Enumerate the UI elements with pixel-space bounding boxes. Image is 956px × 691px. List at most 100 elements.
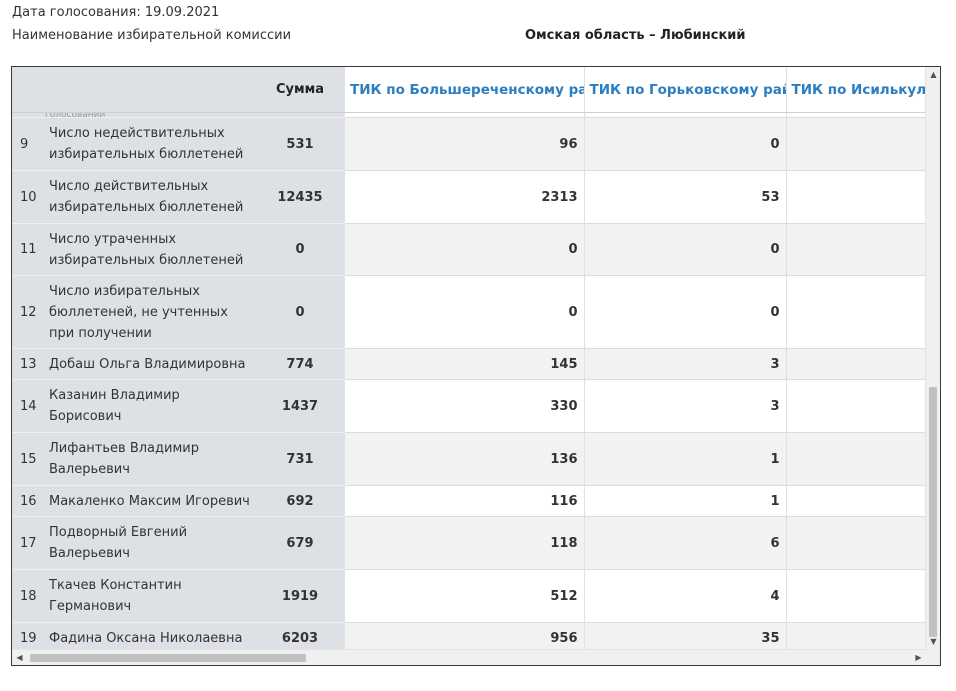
table-row: 14 Казанин Владимир Борисович 1437 330 3 [12, 379, 926, 433]
row-value-isilkulsky [786, 485, 926, 517]
row-value-isilkulsky [786, 117, 926, 171]
row-value-gorkovsky: 0 [584, 275, 787, 349]
header-label-cell [45, 67, 255, 113]
voting-date: Дата голосования: 19.09.2021 [12, 5, 220, 20]
header-sum: Сумма [255, 67, 345, 113]
row-value-isilkulsky [786, 432, 926, 486]
row-value-gorkovsky: 4 [584, 569, 787, 623]
row-num: 11 [12, 223, 45, 276]
row-value-bolsherechensky: 136 [345, 432, 585, 486]
row-value-isilkulsky [786, 275, 926, 349]
results-table-frame: Сумма ТИК по Большереченскому району ТИК… [11, 66, 941, 666]
table-body: голосовании 9 Число недействительных изби… [12, 112, 926, 649]
row-sum: 679 [255, 516, 345, 570]
row-label: Добаш Ольга Владимировна [45, 348, 255, 380]
row-label: голосовании [45, 112, 255, 118]
scroll-left-arrow-icon[interactable]: ◀ [16, 653, 23, 662]
table-header-row: Сумма ТИК по Большереченскому району ТИК… [12, 67, 926, 113]
row-sum: 0 [255, 275, 345, 349]
table-row: 9 Число недействительных избирательных бю… [12, 117, 926, 171]
row-value [584, 112, 787, 118]
row-value-bolsherechensky: 145 [345, 348, 585, 380]
row-num: 16 [12, 485, 45, 517]
row-sum: 1919 [255, 569, 345, 623]
row-value-bolsherechensky: 330 [345, 379, 585, 433]
horizontal-scrollbar[interactable]: ◀ ▶ [12, 649, 940, 665]
row-num: 15 [12, 432, 45, 486]
row-label: Казанин Владимир Борисович [45, 379, 255, 433]
row-value-isilkulsky [786, 223, 926, 276]
row-value-isilkulsky [786, 170, 926, 224]
horizontal-scroll-thumb[interactable] [30, 654, 306, 662]
row-label: Число утраченных избирательных бюллетене… [45, 223, 255, 276]
header-tik-isilkulsky[interactable]: ТИК по Исилькульскому району [786, 67, 926, 113]
row-sum: 12435 [255, 170, 345, 224]
row-value-gorkovsky: 53 [584, 170, 787, 224]
row-value [786, 112, 926, 118]
row-num: 17 [12, 516, 45, 570]
table-row: 19 Фадина Оксана Николаевна 6203 956 35 [12, 622, 926, 649]
row-label: Фадина Оксана Николаевна [45, 622, 255, 649]
table-row: 17 Подворный Евгений Валерьевич 679 118 6 [12, 516, 926, 570]
row-value-bolsherechensky: 96 [345, 117, 585, 171]
row-value-bolsherechensky: 956 [345, 622, 585, 649]
header-tik-gorkovsky[interactable]: ТИК по Горьковскому району [584, 67, 787, 113]
row-value-bolsherechensky: 0 [345, 275, 585, 349]
row-value-gorkovsky: 0 [584, 117, 787, 171]
row-value-isilkulsky [786, 379, 926, 433]
row-sum: 1437 [255, 379, 345, 433]
row-sum: 692 [255, 485, 345, 517]
row-num [12, 112, 45, 118]
header-tik-bolsherechensky[interactable]: ТИК по Большереченскому району [345, 67, 585, 113]
row-label: Число действительных избирательных бюлле… [45, 170, 255, 224]
row-value-gorkovsky: 0 [584, 223, 787, 276]
row-num: 18 [12, 569, 45, 623]
table-row-partial: голосовании [12, 112, 926, 118]
row-value-gorkovsky: 3 [584, 379, 787, 433]
region-title: Омская область – Любинский [525, 28, 746, 43]
commission-name-label: Наименование избирательной комиссии [12, 28, 292, 43]
table-row: 15 Лифантьев Владимир Валерьевич 731 136 1 [12, 432, 926, 486]
row-value-bolsherechensky: 512 [345, 569, 585, 623]
row-sum: 6203 [255, 622, 345, 649]
row-num: 10 [12, 170, 45, 224]
row-label: Ткачев Константин Германович [45, 569, 255, 623]
table-row: 11 Число утраченных избирательных бюллете… [12, 223, 926, 276]
row-sum: 774 [255, 348, 345, 380]
scroll-down-arrow-icon[interactable]: ▼ [930, 637, 937, 646]
row-label: Число недействительных избирательных бюл… [45, 117, 255, 171]
row-label: Лифантьев Владимир Валерьевич [45, 432, 255, 486]
results-table-viewport[interactable]: Сумма ТИК по Большереченскому району ТИК… [12, 67, 926, 649]
row-value-bolsherechensky: 118 [345, 516, 585, 570]
table-row: 12 Число избирательных бюллетеней, не учт… [12, 275, 926, 349]
header-num-cell [12, 67, 45, 113]
scroll-corner [926, 649, 940, 665]
row-sum: 731 [255, 432, 345, 486]
row-sum: 531 [255, 117, 345, 171]
table-row: 10 Число действительных избирательных бюл… [12, 170, 926, 224]
row-num: 19 [12, 622, 45, 649]
table-row: 16 Макаленко Максим Игоревич 692 116 1 [12, 485, 926, 517]
row-value-isilkulsky [786, 569, 926, 623]
row-label: Число избирательных бюллетеней, не учтен… [45, 275, 255, 349]
row-value-bolsherechensky: 116 [345, 485, 585, 517]
row-sum: 0 [255, 223, 345, 276]
row-value-isilkulsky [786, 348, 926, 380]
scroll-up-arrow-icon[interactable]: ▲ [930, 70, 937, 79]
table-row: 13 Добаш Ольга Владимировна 774 145 3 [12, 348, 926, 380]
vertical-scroll-thumb[interactable] [929, 387, 937, 637]
row-label: Макаленко Максим Игоревич [45, 485, 255, 517]
row-value-gorkovsky: 6 [584, 516, 787, 570]
vertical-scrollbar[interactable]: ▲ ▼ [925, 67, 940, 649]
row-value [345, 112, 585, 118]
results-table: Сумма ТИК по Большереченскому району ТИК… [12, 67, 926, 649]
scroll-right-arrow-icon[interactable]: ▶ [915, 653, 922, 662]
row-value-isilkulsky [786, 516, 926, 570]
row-value-gorkovsky: 1 [584, 432, 787, 486]
row-value-gorkovsky: 35 [584, 622, 787, 649]
row-sum [255, 112, 345, 118]
row-num: 13 [12, 348, 45, 380]
row-value-gorkovsky: 1 [584, 485, 787, 517]
row-label: Подворный Евгений Валерьевич [45, 516, 255, 570]
row-value-bolsherechensky: 0 [345, 223, 585, 276]
